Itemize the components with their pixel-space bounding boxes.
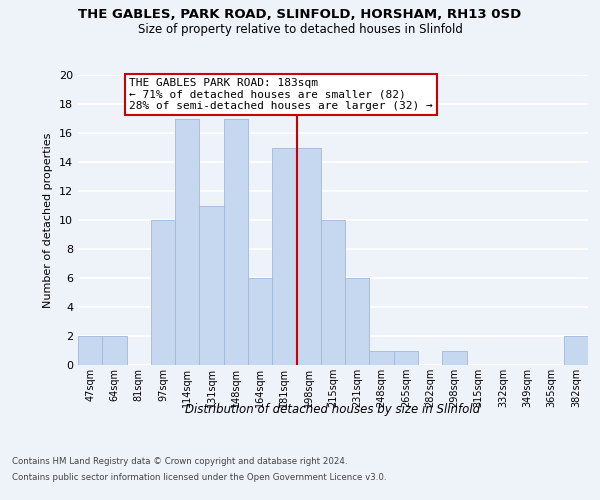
Text: THE GABLES, PARK ROAD, SLINFOLD, HORSHAM, RH13 0SD: THE GABLES, PARK ROAD, SLINFOLD, HORSHAM…	[79, 8, 521, 20]
Bar	[296, 148, 321, 365]
Bar	[442, 350, 467, 365]
Bar	[78, 336, 102, 365]
Text: Contains HM Land Registry data © Crown copyright and database right 2024.: Contains HM Land Registry data © Crown c…	[12, 458, 347, 466]
Bar	[224, 118, 248, 365]
Bar	[370, 350, 394, 365]
Bar	[394, 350, 418, 365]
Bar	[321, 220, 345, 365]
Text: Size of property relative to detached houses in Slinfold: Size of property relative to detached ho…	[137, 22, 463, 36]
Bar	[102, 336, 127, 365]
Text: Contains public sector information licensed under the Open Government Licence v3: Contains public sector information licen…	[12, 472, 386, 482]
Text: THE GABLES PARK ROAD: 183sqm
← 71% of detached houses are smaller (82)
28% of se: THE GABLES PARK ROAD: 183sqm ← 71% of de…	[129, 78, 433, 111]
Bar	[272, 148, 296, 365]
Bar	[151, 220, 175, 365]
Bar	[248, 278, 272, 365]
Bar	[199, 206, 224, 365]
Text: Distribution of detached houses by size in Slinfold: Distribution of detached houses by size …	[185, 402, 481, 415]
Y-axis label: Number of detached properties: Number of detached properties	[43, 132, 53, 308]
Bar	[345, 278, 370, 365]
Bar	[564, 336, 588, 365]
Bar	[175, 118, 199, 365]
